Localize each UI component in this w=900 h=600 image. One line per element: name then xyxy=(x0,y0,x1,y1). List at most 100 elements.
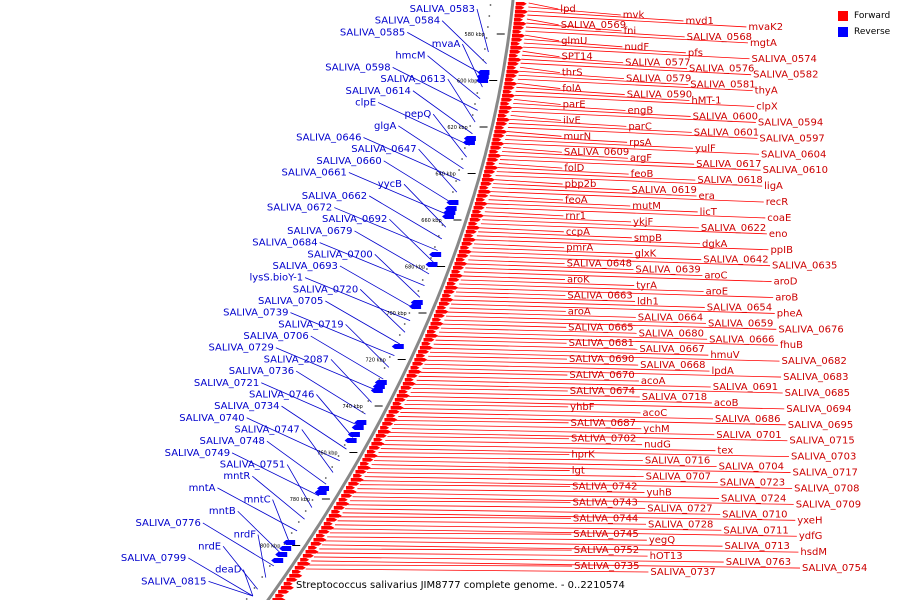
reverse-gene-label: deaD xyxy=(215,565,242,576)
reverse-leader xyxy=(272,499,290,543)
forward-leader xyxy=(446,315,706,324)
tick-label: 700 kbp xyxy=(386,311,406,317)
forward-gene-label: SALIVA_0617 xyxy=(696,159,761,170)
reverse-feature xyxy=(279,546,292,551)
forward-gene-label: SALIVA_0709 xyxy=(796,499,861,510)
reverse-gene-label: SALIVA_0692 xyxy=(322,214,387,225)
reverse-gene-label: SALIVA_0746 xyxy=(249,389,314,400)
forward-feature xyxy=(476,198,486,202)
forward-gene-label: fhuB xyxy=(780,340,803,351)
tick-dot xyxy=(471,114,474,116)
forward-leader xyxy=(471,251,702,261)
reverse-feature xyxy=(374,380,387,385)
forward-gene-label: SALIVA_0676 xyxy=(778,324,843,335)
reverse-leader xyxy=(354,230,430,275)
reverse-feature xyxy=(344,438,357,443)
tick-dot xyxy=(489,4,492,6)
reverse-leader xyxy=(359,289,406,333)
reverse-gene-label: pepQ xyxy=(404,109,431,120)
forward-feature xyxy=(418,350,430,354)
tick-dot xyxy=(474,103,476,105)
forward-leader xyxy=(380,448,789,458)
forward-feature xyxy=(390,406,404,410)
forward-leader xyxy=(414,383,783,394)
forward-gene-label: SALIVA_0694 xyxy=(786,404,851,415)
forward-feature xyxy=(430,322,444,326)
forward-gene-label: SALIVA_0728 xyxy=(648,519,713,530)
forward-gene-label: lgt xyxy=(572,466,585,477)
forward-gene-label: thrS xyxy=(562,68,583,79)
forward-leader xyxy=(487,203,698,213)
forward-feature xyxy=(313,538,327,542)
forward-leader xyxy=(522,50,560,58)
forward-feature xyxy=(275,594,285,598)
reverse-leader xyxy=(363,137,461,181)
forward-gene-label: mvk xyxy=(623,10,645,21)
forward-leader xyxy=(424,363,710,372)
forward-leader xyxy=(527,10,684,22)
forward-leader xyxy=(520,62,752,76)
tick-dot xyxy=(388,356,391,358)
reverse-leader xyxy=(476,8,489,53)
reverse-gene-label: SALIVA_0647 xyxy=(351,144,416,155)
reverse-feature xyxy=(370,388,383,393)
forward-gene-label: SALIVA_0664 xyxy=(638,312,703,323)
forward-leader xyxy=(528,6,621,16)
tick-dot xyxy=(484,48,486,50)
forward-leader xyxy=(466,263,634,271)
forward-gene-label: SALIVA_0683 xyxy=(783,372,848,383)
forward-gene-label: SALIVA_0597 xyxy=(759,133,824,144)
legend-reverse-label: Reverse xyxy=(854,27,891,37)
forward-feature xyxy=(308,546,318,550)
forward-feature xyxy=(512,30,522,34)
tick-dot xyxy=(469,125,472,127)
reverse-gene-label: SALIVA_0719 xyxy=(278,319,343,330)
forward-gene-label: ydfG xyxy=(799,531,823,542)
forward-leader xyxy=(422,367,782,378)
forward-leader xyxy=(525,30,748,44)
forward-leader xyxy=(528,2,559,10)
forward-feature xyxy=(485,166,499,170)
forward-leader xyxy=(469,255,771,267)
forward-leader xyxy=(525,26,685,38)
reverse-leader xyxy=(231,452,320,497)
forward-leader xyxy=(512,106,691,117)
tick-dot xyxy=(253,587,256,589)
legend: Forward Reverse xyxy=(838,8,890,40)
forward-gene-label: ppIB xyxy=(770,245,793,256)
reverse-gene-label: SALIVA_0720 xyxy=(293,284,358,295)
forward-gene-label: SALIVA_0752 xyxy=(574,545,639,556)
tick-dot xyxy=(437,235,440,237)
forward-feature xyxy=(336,502,350,506)
forward-gene-label: SALIVA_0708 xyxy=(794,483,859,494)
forward-gene-label: SALIVA_0691 xyxy=(713,382,778,393)
tick-label: 760 kbp xyxy=(317,451,337,457)
forward-gene-label: pheA xyxy=(777,308,803,319)
forward-gene-label: pmrA xyxy=(566,243,593,254)
reverse-leader xyxy=(243,569,254,597)
forward-feature xyxy=(467,226,481,230)
tick-dot xyxy=(245,598,248,600)
forward-leader xyxy=(362,480,793,489)
forward-leader xyxy=(352,496,794,505)
forward-feature xyxy=(514,10,528,14)
forward-leader xyxy=(354,492,719,499)
forward-feature xyxy=(497,118,511,122)
forward-feature xyxy=(504,82,518,86)
forward-leader xyxy=(437,335,778,346)
forward-feature xyxy=(495,126,505,130)
forward-feature xyxy=(392,402,402,406)
forward-gene-label: SALIVA_0680 xyxy=(639,328,704,339)
forward-leader xyxy=(321,544,799,553)
forward-gene-label: SALIVA_0600 xyxy=(693,111,758,122)
forward-leader xyxy=(518,74,689,86)
forward-gene-label: acoB xyxy=(714,398,739,409)
forward-feature xyxy=(366,450,376,454)
forward-gene-label: ccpA xyxy=(566,227,590,238)
reverse-gene-label: SALIVA_0583 xyxy=(410,4,475,15)
forward-gene-label: SALIVA_0674 xyxy=(570,386,635,397)
forward-leader xyxy=(426,359,639,366)
forward-feature xyxy=(515,2,527,6)
forward-leader xyxy=(345,508,721,515)
reverse-feature xyxy=(283,540,296,545)
